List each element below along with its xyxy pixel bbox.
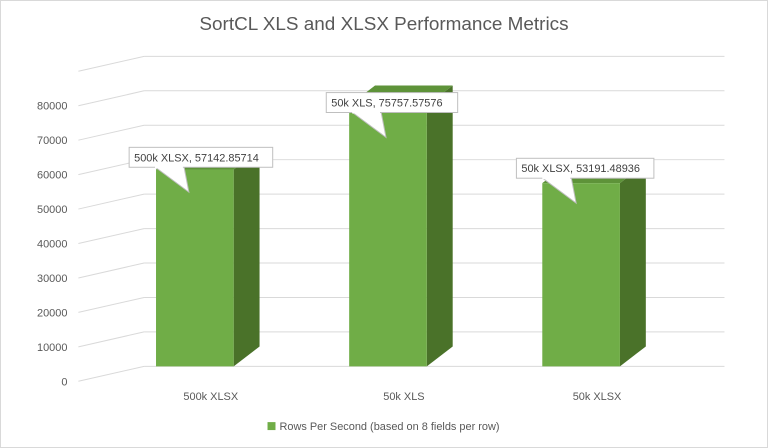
- bar: [156, 169, 234, 367]
- callout-box: [325, 92, 459, 113]
- legend[interactable]: Rows Per Second (based on 8 fields per r…: [267, 421, 500, 433]
- bar-side: [619, 163, 646, 367]
- y-tick-label: 40000: [37, 238, 67, 250]
- bar: [542, 183, 620, 367]
- gridline-diagonal: [78, 228, 145, 244]
- bar-side: [426, 85, 453, 367]
- y-tick-label: 0: [61, 376, 67, 388]
- gridline-diagonal: [78, 124, 145, 141]
- callout-join: [155, 164, 183, 169]
- y-tick-label: 20000: [37, 307, 67, 319]
- x-tick-label: 50k XLS: [383, 391, 424, 403]
- data-label: 50k XLS, 75757.57576: [331, 98, 442, 110]
- y-tick-label: 80000: [37, 101, 67, 113]
- y-tick-label: 60000: [37, 170, 67, 182]
- chart-title: SortCL XLS and XLSX Performance Metrics: [199, 14, 568, 35]
- legend-label: Rows Per Second (based on 8 fields per r…: [279, 421, 499, 433]
- data-label: 50k XLSX, 53191.48936: [521, 163, 640, 175]
- callout-join: [352, 109, 381, 114]
- gridline-diagonal: [78, 193, 145, 210]
- callout-box: [128, 146, 274, 168]
- x-tick-label: 500k XLSX: [183, 391, 238, 403]
- y-tick-label: 10000: [37, 342, 67, 354]
- gridline-diagonal: [78, 296, 145, 313]
- bars: [156, 85, 646, 367]
- callout-box: [515, 157, 655, 179]
- y-tick-label: 30000: [37, 273, 67, 285]
- callout-join: [542, 175, 571, 180]
- data-labels: 500k XLSX, 57142.85714 50k XLS, 75757.575…: [128, 92, 655, 205]
- y-axis: 0 10000 20000 30000 40000 50000 60000 70000 8000…: [37, 101, 67, 389]
- data-label: 500k XLSX, 57142.85714: [134, 152, 259, 164]
- legend-swatch: [267, 422, 276, 431]
- x-axis: 500k XLSX 50k XLS 50k XLSX: [183, 391, 622, 403]
- gridline-diagonal: [78, 262, 145, 279]
- gridline-diagonal: [78, 331, 145, 348]
- y-tick-label: 70000: [37, 135, 67, 147]
- bar-side: [233, 149, 260, 367]
- x-tick-label: 50k XLSX: [573, 391, 622, 403]
- gridline-diagonal: [78, 55, 145, 72]
- gridline-diagonal: [78, 365, 145, 382]
- gridline-diagonal: [78, 90, 145, 107]
- bar: [349, 105, 427, 367]
- y-tick-label: 50000: [37, 204, 67, 216]
